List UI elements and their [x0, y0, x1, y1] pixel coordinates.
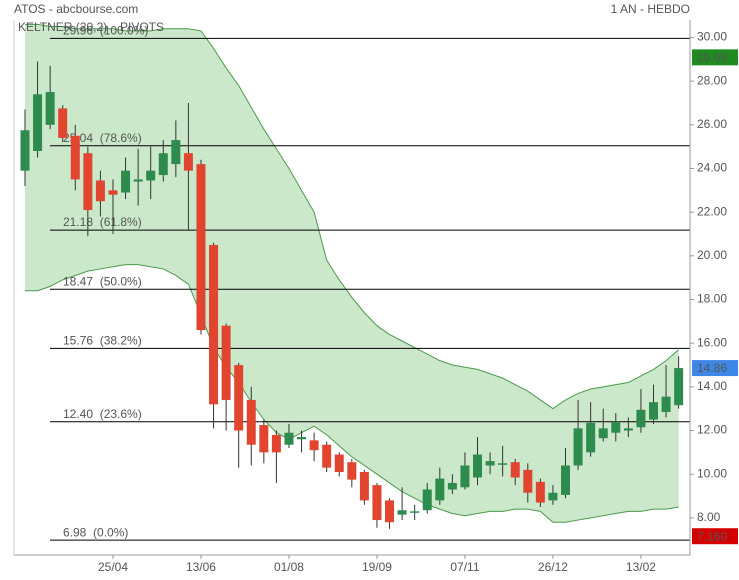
fib-label: 12.40 (23.6%) — [63, 407, 142, 421]
candle-body — [485, 461, 495, 466]
chart-subtitle: 1 AN - HEBDO — [611, 2, 690, 16]
fib-label: 6.98 (0.0%) — [63, 525, 128, 539]
y-tick-label: 10.00 — [697, 466, 727, 480]
candle-body — [121, 170, 131, 193]
candle-body — [535, 481, 545, 503]
band-upper — [25, 23, 679, 410]
candle-body — [322, 444, 332, 468]
candle-body — [561, 465, 571, 495]
x-tick-label: 01/08 — [274, 560, 304, 574]
y-tick-label: 14.00 — [697, 379, 727, 393]
candle-body — [20, 130, 30, 171]
candle-body — [146, 170, 156, 181]
candle-body — [649, 402, 658, 420]
band-lower — [25, 264, 679, 523]
candle-body — [133, 179, 143, 182]
y-tick-label: 24.00 — [697, 161, 727, 175]
y-tick-label: 8.00 — [697, 510, 721, 524]
candle-body — [158, 153, 168, 176]
y-tick-label: 28.00 — [697, 73, 727, 87]
candle-body — [523, 469, 533, 493]
legend-keltner: KELTNER (20,2) — [18, 20, 107, 34]
candle-body — [460, 465, 470, 488]
legend-pivots: PIVOTS — [120, 20, 164, 34]
fib-label: 29.96 (100.0%) — [63, 24, 148, 38]
candle-body — [83, 153, 93, 210]
x-tick-label: 25/04 — [98, 560, 128, 574]
y-tick-label: 12.00 — [697, 423, 727, 437]
fib-label: 18.47 (50.0%) — [63, 274, 142, 288]
x-tick-label: 13/02 — [626, 560, 656, 574]
candle-body — [447, 482, 457, 490]
candle-body — [33, 94, 43, 152]
price-marker-label: 29.09 — [697, 51, 727, 65]
candle-body — [586, 422, 596, 453]
candle-body — [95, 180, 105, 202]
y-tick-label: 18.00 — [697, 292, 727, 306]
x-tick-label: 26/12 — [538, 560, 568, 574]
candle-body — [674, 368, 684, 406]
candle-body — [623, 428, 633, 431]
y-tick-label: 30.00 — [697, 30, 727, 44]
x-tick-label: 19/09 — [362, 560, 392, 574]
y-tick-label: 20.00 — [697, 248, 727, 262]
candle-body — [435, 478, 445, 501]
price-marker-label: 7.160 — [697, 529, 727, 543]
candle-body — [259, 425, 269, 453]
fib-label: 25.04 (78.6%) — [63, 131, 142, 145]
candle-body — [108, 190, 118, 195]
candle-body — [334, 454, 344, 473]
candle-body — [271, 434, 281, 453]
price-marker-label: 14.86 — [697, 361, 727, 375]
candle-body — [498, 463, 508, 465]
candle-body — [636, 409, 646, 428]
candle-body — [209, 244, 219, 405]
fib-label: 15.76 (38.2%) — [63, 334, 142, 348]
candle-body — [359, 472, 369, 501]
candle-body — [385, 500, 395, 523]
candle-body — [598, 428, 608, 439]
candle-body — [196, 164, 206, 331]
candle-body — [347, 462, 357, 480]
candle-body — [221, 325, 231, 400]
candle-body — [58, 108, 68, 138]
y-tick-label: 16.00 — [697, 335, 727, 349]
candle-body — [510, 462, 520, 478]
candle-body — [473, 454, 483, 478]
candle-body — [573, 428, 583, 466]
price-marker — [692, 49, 738, 66]
candle-body — [45, 92, 55, 125]
candle-body — [611, 421, 621, 433]
candle-body — [309, 440, 319, 451]
candle-body — [171, 140, 181, 165]
chart-title: ATOS - abcbourse.com — [14, 2, 138, 16]
candle-body — [372, 485, 382, 521]
price-marker — [692, 360, 738, 377]
price-marker — [692, 528, 738, 545]
candle-body — [397, 510, 407, 515]
candle-body — [548, 492, 558, 501]
candle-body — [661, 396, 671, 412]
candle-body — [284, 432, 294, 445]
x-tick-label: 13/06 — [186, 560, 216, 574]
y-tick-label: 22.00 — [697, 204, 727, 218]
y-tick-label: 26.00 — [697, 117, 727, 131]
candle-body — [183, 153, 193, 171]
candle-body — [410, 511, 420, 513]
candle-body — [297, 437, 307, 440]
fib-label: 21.18 (61.8%) — [63, 215, 142, 229]
candle-body — [70, 135, 80, 180]
candle-body — [246, 399, 256, 445]
candle-body — [234, 365, 244, 431]
candle-body — [422, 489, 432, 511]
x-tick-label: 07/11 — [450, 560, 479, 574]
